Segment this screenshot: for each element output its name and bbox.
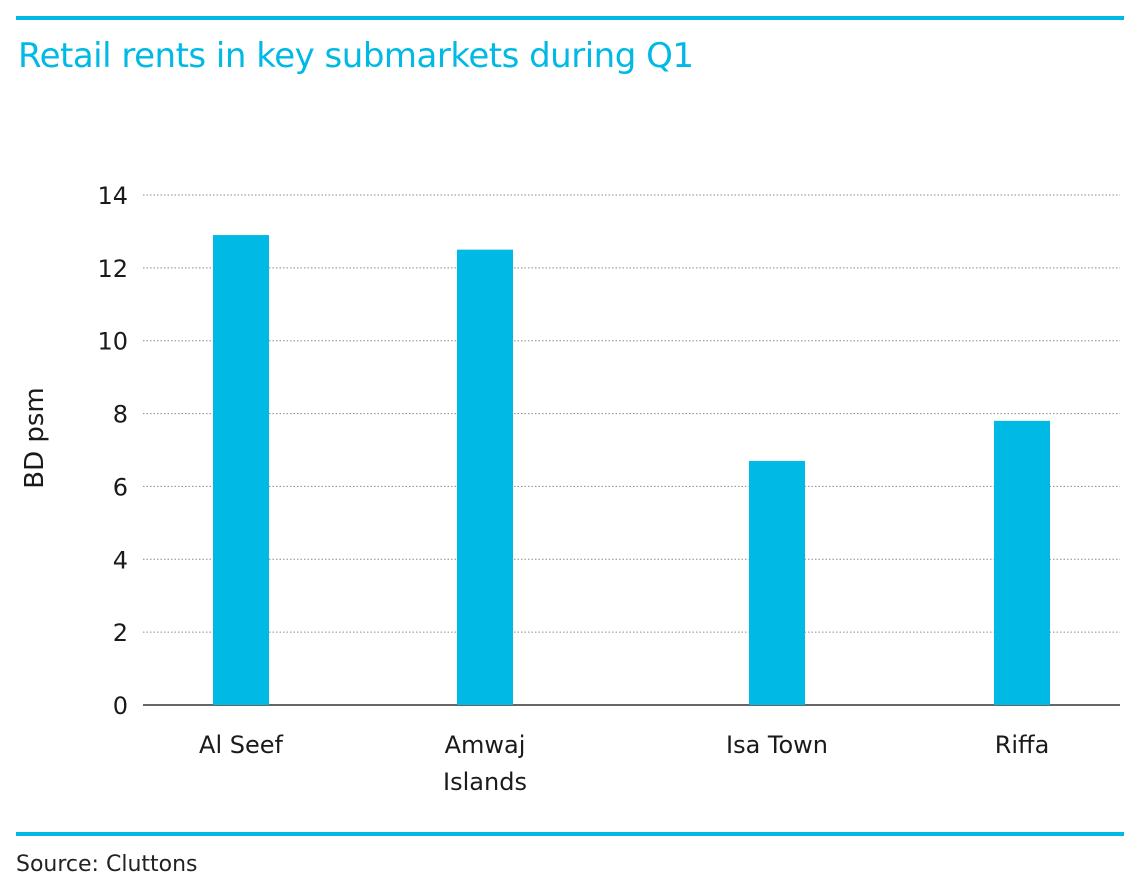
x-tick-label: Amwaj	[445, 731, 526, 759]
bar	[994, 420, 1050, 705]
top-rule	[16, 16, 1124, 20]
x-tick-label: Islands	[443, 768, 527, 796]
y-tick-label: 2	[113, 619, 128, 647]
source-note: Source: Cluttons	[16, 852, 198, 877]
y-tick-label: 10	[97, 328, 128, 356]
x-tick-label: Al Seef	[199, 731, 283, 759]
y-tick-label: 6	[113, 473, 128, 501]
bar	[457, 249, 513, 705]
x-tick-label: Riffa	[995, 731, 1050, 759]
y-tick-label: 4	[113, 546, 128, 574]
chart-title: Retail rents in key submarkets during Q1	[18, 36, 694, 76]
bar	[213, 235, 269, 706]
y-tick-label: 0	[113, 692, 128, 720]
bottom-rule	[16, 832, 1124, 836]
y-tick-label: 14	[97, 182, 128, 210]
y-axis-label: BD psm	[20, 387, 50, 489]
y-tick-label: 8	[113, 401, 128, 429]
bar-chart: 0 2 4 6 8 10 12 14 BD psm Al Seef Amwaj Islands Isa …	[20, 182, 1120, 796]
bar	[749, 460, 805, 705]
y-tick-label: 12	[97, 255, 128, 283]
x-tick-label: Isa Town	[726, 731, 828, 759]
